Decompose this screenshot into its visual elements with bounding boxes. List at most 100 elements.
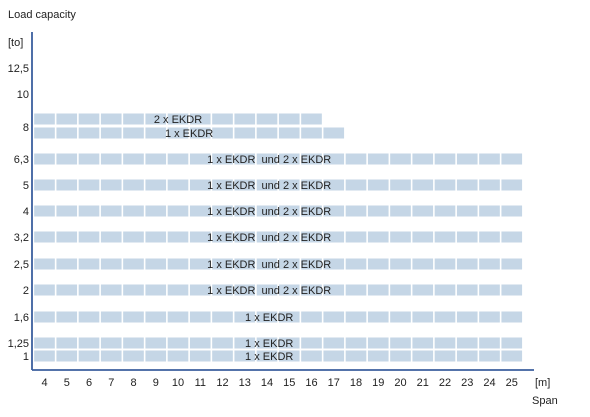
bar-segment — [278, 205, 300, 217]
bar-segment — [412, 337, 434, 349]
bar-segment — [145, 179, 167, 191]
bar-segment — [390, 258, 411, 270]
bar-segment — [367, 258, 389, 270]
bar-segment — [56, 205, 78, 217]
bar-segment — [212, 231, 233, 243]
bar-segment — [145, 113, 167, 125]
x-tick-label: 12 — [216, 377, 228, 389]
bar-segment — [323, 231, 345, 243]
bar-segment — [434, 258, 456, 270]
bar-segment — [189, 113, 211, 125]
bar-segment — [501, 258, 523, 270]
bar-segment — [234, 350, 256, 362]
bar-segment — [479, 311, 500, 323]
bar-segment — [301, 258, 322, 270]
bar-segment — [256, 284, 278, 296]
bar-segment — [234, 337, 256, 349]
bar-segment — [256, 113, 278, 125]
bar-segment — [123, 337, 144, 349]
bar-segment — [456, 179, 478, 191]
x-tick-label: 23 — [461, 377, 473, 389]
bar-segment — [123, 311, 144, 323]
bar-segment — [123, 153, 144, 165]
bar-segment — [501, 179, 523, 191]
bar-segment — [189, 350, 211, 362]
bar-segment — [367, 337, 389, 349]
x-tick-label: 17 — [328, 377, 340, 389]
bar-segment — [78, 127, 100, 139]
bar-segment — [501, 153, 523, 165]
bar-segment — [56, 127, 78, 139]
bar-segment — [167, 179, 189, 191]
x-tick-label: 15 — [283, 377, 295, 389]
bar-segment — [34, 205, 55, 217]
bar-segment — [145, 127, 167, 139]
bar-segment — [278, 153, 300, 165]
bar-segment — [301, 311, 322, 323]
y-tick-label: 6,3 — [14, 154, 29, 166]
y-tick-label: 1 — [23, 351, 29, 363]
x-tick-label: 18 — [350, 377, 362, 389]
bar-segment — [323, 153, 345, 165]
bar-segment — [479, 337, 500, 349]
bar-segment — [212, 113, 233, 125]
bar-segment — [256, 179, 278, 191]
bar-segment — [323, 337, 345, 349]
bar-segment — [167, 231, 189, 243]
bar-segment — [367, 205, 389, 217]
bar-segment — [345, 337, 367, 349]
bar-segment — [390, 179, 411, 191]
bar-segment — [345, 153, 367, 165]
bar-segment — [56, 284, 78, 296]
bar-segment — [100, 153, 122, 165]
bar-segment — [100, 127, 122, 139]
bar-segment — [278, 284, 300, 296]
bar-segment — [78, 113, 100, 125]
bar-segment — [145, 350, 167, 362]
bar-segment — [479, 284, 500, 296]
bar-segment — [256, 337, 278, 349]
x-tick-label: 25 — [506, 377, 518, 389]
bar-segment — [479, 258, 500, 270]
bar-row — [34, 311, 523, 323]
bar-segment — [479, 179, 500, 191]
bar-segment — [100, 258, 122, 270]
bar-segment — [34, 231, 55, 243]
bar-segment — [323, 205, 345, 217]
bar-segment — [123, 284, 144, 296]
bar-segment — [256, 258, 278, 270]
bar-label: 2 x EKDR — [154, 114, 202, 126]
bar-row — [34, 350, 523, 362]
bar-segment — [479, 205, 500, 217]
bar-segment — [301, 284, 322, 296]
bar-segment — [501, 231, 523, 243]
bar-segment — [78, 153, 100, 165]
bar-segment — [56, 350, 78, 362]
bar-segment — [56, 337, 78, 349]
bar-segment — [434, 231, 456, 243]
bar-labels-layer: 2 x EKDR 1 x EKDR 1 x EKDR und 2 x EKDR 1 x… — [154, 114, 331, 363]
bar-segment — [412, 350, 434, 362]
bar-segment — [167, 311, 189, 323]
bar-segment — [167, 350, 189, 362]
bar-segment — [212, 311, 233, 323]
bar-segment — [56, 153, 78, 165]
bar-segment — [412, 231, 434, 243]
bar-segment — [78, 205, 100, 217]
bar-segment — [501, 337, 523, 349]
bar-segment — [434, 284, 456, 296]
bar-segment — [301, 179, 322, 191]
bar-segment — [78, 231, 100, 243]
y-tick-label: 2 — [23, 285, 29, 297]
bar-segment — [123, 127, 144, 139]
bar-segment — [456, 350, 478, 362]
bar-segment — [345, 205, 367, 217]
bars-layer — [34, 113, 523, 362]
bar-label: 1 x EKDR — [245, 312, 293, 324]
bar-segment — [301, 350, 322, 362]
bar-segment — [456, 311, 478, 323]
x-tick-label: 21 — [417, 377, 429, 389]
bar-segment — [145, 153, 167, 165]
bar-segment — [100, 311, 122, 323]
